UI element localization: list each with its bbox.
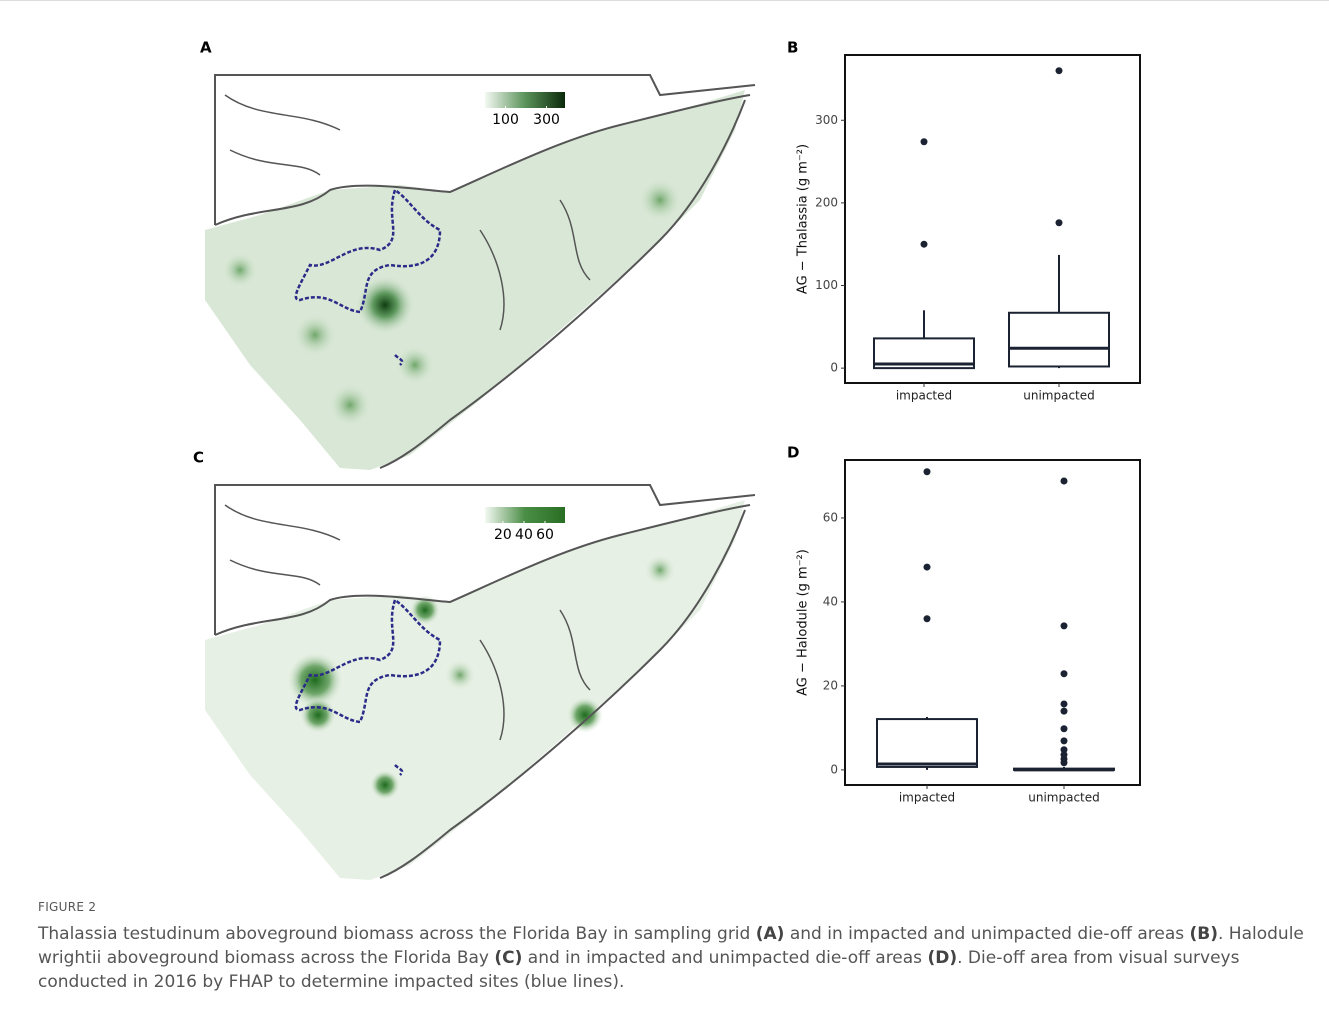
outlier — [1060, 670, 1068, 678]
outlier — [1055, 219, 1063, 227]
colorbar-tick-label: 60 — [536, 527, 554, 543]
panel-label: C — [193, 449, 204, 467]
y-tick-label: 40 — [823, 594, 838, 608]
outlier — [1055, 67, 1063, 75]
box — [1008, 311, 1110, 368]
y-tick-label: 0 — [830, 762, 838, 776]
y-tick-label: 20 — [823, 678, 838, 692]
caption-segment: (B) — [1189, 924, 1219, 944]
colorbar-tick-label: 300 — [533, 112, 560, 128]
outlier — [920, 138, 928, 146]
outlier — [1060, 725, 1068, 733]
caption-segment: and in impacted and unimpacted die-off a… — [522, 948, 928, 968]
caption-segment: (D) — [927, 948, 958, 968]
outlier — [1060, 477, 1068, 485]
plot-frame — [844, 459, 1141, 786]
outlier — [1060, 622, 1068, 630]
outlier — [923, 468, 931, 476]
caption-segment: and in impacted and unimpacted die-off a… — [784, 924, 1190, 944]
y-tick-label: 100 — [815, 278, 838, 292]
divider — [0, 0, 1329, 1]
y-tick-label: 0 — [830, 361, 838, 375]
x-tick-label: impacted — [899, 791, 955, 805]
colorbar-tick-label: 40 — [515, 527, 533, 543]
panel-label: A — [200, 39, 212, 57]
map-a — [205, 74, 756, 470]
caption-segment: (A) — [755, 924, 785, 944]
x-tick-label: unimpacted — [1028, 791, 1100, 805]
caption-segment: . Halodule wrightii aboveground biomass … — [38, 924, 1304, 968]
y-tick-label: 60 — [823, 510, 838, 524]
colorbar — [485, 92, 565, 108]
caption-segment: . Die-off area from visual surveys condu… — [38, 948, 1240, 992]
outlier — [1060, 746, 1068, 754]
plot-frame — [844, 54, 1141, 384]
caption-title: FIGURE 2 — [38, 900, 97, 914]
outlier — [1060, 707, 1068, 715]
panel-label: D — [787, 444, 799, 462]
outlier — [923, 615, 931, 623]
outlier — [920, 240, 928, 248]
caption-text: Thalassia testudinum aboveground biomass… — [38, 922, 1308, 994]
y-tick-label: 300 — [815, 113, 838, 127]
caption-segment: Thalassia testudinum aboveground biomass… — [38, 924, 756, 944]
y-tick-label: 200 — [815, 195, 838, 209]
x-tick-label: impacted — [896, 389, 952, 403]
outlier — [923, 563, 931, 571]
outlier — [1060, 751, 1068, 759]
x-tick-label: unimpacted — [1023, 389, 1095, 403]
colorbar — [485, 507, 565, 523]
caption: FIGURE 2 Thalassia testudinum abovegroun… — [38, 900, 1308, 994]
box — [876, 718, 978, 768]
colorbar-tick-label: 100 — [492, 112, 519, 128]
caption-segment: (C) — [494, 948, 523, 968]
y-axis-label: AG − Thalassia (g m⁻²) — [796, 144, 811, 294]
map-c — [205, 484, 756, 880]
colorbar-tick-label: 20 — [494, 527, 512, 543]
outlier — [1060, 700, 1068, 708]
y-axis-label: AG − Halodule (g m⁻²) — [796, 549, 811, 696]
outlier — [1060, 737, 1068, 745]
panel-label: B — [787, 39, 798, 57]
